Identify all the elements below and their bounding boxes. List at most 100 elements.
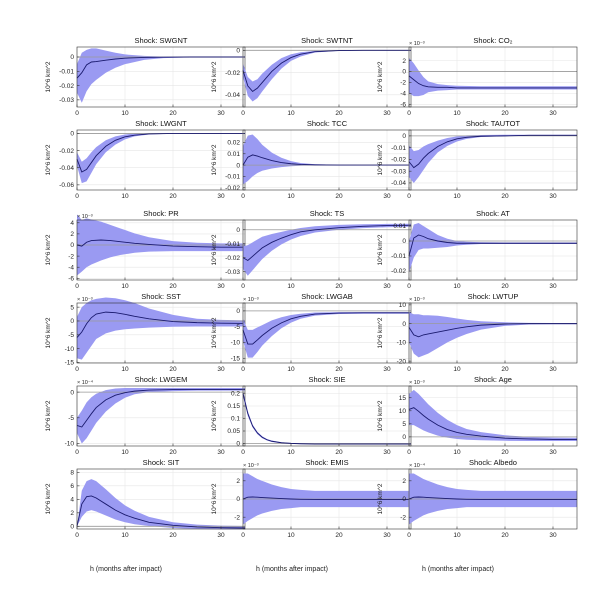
y-tick-label: -0.04: [225, 92, 240, 99]
x-tick-label: 30: [549, 449, 557, 456]
x-tick-label: 20: [501, 193, 509, 200]
y-tick-label: -5: [68, 332, 74, 339]
y-tick-label: 0.05: [227, 428, 240, 435]
y-axis-label: 10^6 km^2: [45, 144, 52, 175]
response-line: [408, 323, 577, 338]
y-tick-label: 0: [402, 133, 406, 140]
y-tick-label: -6: [68, 276, 74, 283]
y-axis-label: 10^6 km^2: [45, 317, 52, 348]
x-tick-label: 20: [501, 283, 509, 290]
y-tick-label: -15: [65, 360, 75, 367]
response-line: [242, 496, 411, 500]
y-tick-label: 0: [402, 238, 406, 245]
y-tick-label: 0: [70, 242, 74, 249]
y-tick-label: -2: [68, 253, 74, 260]
panel-title: Shock: CO₂: [473, 36, 512, 45]
confidence-band: [409, 312, 577, 358]
y-tick-label: 0: [70, 524, 74, 531]
x-tick-label: 10: [453, 532, 461, 539]
x-tick-label: 30: [217, 110, 225, 117]
axes-box: [408, 302, 578, 364]
y-tick-label: 0.01: [393, 223, 406, 230]
confidence-band: [77, 479, 245, 530]
panel-14: 0 10 20 30 0.2 0.15 0.1 0.05 0 Shock: SIE 10^6 km^…: [211, 375, 412, 456]
y-tick-label: -0.02: [391, 157, 406, 164]
x-tick-label: 20: [169, 449, 177, 456]
response-line: [242, 312, 411, 345]
y-tick-label: -5: [68, 415, 74, 422]
confidence-band: [243, 391, 411, 445]
y-tick-label: 0: [236, 48, 240, 55]
x-tick-label: 30: [383, 193, 391, 200]
axes-box: [76, 129, 246, 191]
y-exponent-label: × 10⁻⁴: [77, 379, 94, 386]
y-tick-label: -0.03: [225, 269, 240, 276]
y-tick-label: 0: [70, 318, 74, 325]
y-axis-label: 10^6 km^2: [45, 61, 52, 92]
x-tick-label: 10: [121, 283, 129, 290]
x-tick-label: 0: [407, 193, 411, 200]
response-line: [408, 496, 577, 500]
y-axis-label: 10^6 km^2: [377, 234, 384, 265]
x-tick-label: 10: [453, 449, 461, 456]
response-line: [242, 224, 412, 262]
x-tick-label: 0: [75, 449, 79, 456]
y-tick-label: 0: [236, 162, 240, 169]
y-tick-label: -0.02: [225, 70, 240, 77]
confidence-band: [409, 389, 577, 442]
panel-title: Shock: TCC: [307, 119, 348, 128]
y-tick-label: -0.02: [59, 148, 74, 155]
x-tick-label: 10: [287, 193, 295, 200]
axes-box: [76, 385, 246, 447]
panel-1: 0 10 20 30 0 -0.01 -0.02 -0.03 Shock: SWGNT 10^6 …: [45, 36, 246, 117]
y-axis-label: 10^6 km^2: [211, 144, 218, 175]
x-tick-label: 0: [75, 283, 79, 290]
y-axis-label: 10^6 km^2: [45, 234, 52, 265]
panel-13: 0 10 20 30 0 -5 -10 × 10⁻⁴ Shock: LWGEM 10^6 km^2: [45, 375, 246, 456]
y-axis-label: 10^6 km^2: [377, 483, 384, 514]
response-line: [408, 75, 577, 89]
y-tick-label: -10: [65, 441, 75, 448]
y-tick-label: 0: [402, 69, 406, 76]
x-tick-label: 30: [217, 366, 225, 373]
x-tick-label: 20: [335, 449, 343, 456]
y-tick-label: -4: [400, 91, 406, 98]
confidence-band: [243, 223, 411, 276]
y-tick-label: 10: [399, 408, 407, 415]
panel-9: 0 10 20 30 0.01 0 -0.01 -0.02 Shock: AT 10^6 km^2: [377, 209, 578, 290]
confidence-band: [409, 134, 577, 183]
x-tick-label: 30: [383, 532, 391, 539]
x-tick-label: 30: [217, 193, 225, 200]
x-tick-label: 30: [549, 110, 557, 117]
panel-title: Shock: AT: [476, 209, 510, 218]
response-line: [76, 495, 246, 529]
y-exponent-label: × 10⁻³: [409, 41, 425, 47]
panel-title: Shock: LWGNT: [135, 119, 187, 128]
panel-title: Shock: TAUTOT: [466, 119, 521, 128]
x-tick-label: 20: [501, 366, 509, 373]
x-tick-label: 20: [335, 193, 343, 200]
response-line: [76, 132, 245, 173]
x-tick-label: 30: [383, 283, 391, 290]
y-exponent-label: × 10⁻³: [77, 214, 93, 220]
x-tick-label: 10: [453, 193, 461, 200]
y-tick-label: -0.01: [391, 145, 406, 152]
y-tick-label: -10: [65, 346, 75, 353]
response-line: [76, 239, 245, 248]
x-tick-label: 10: [121, 366, 129, 373]
axes-box: [408, 129, 578, 191]
confidence-band: [77, 297, 245, 360]
y-tick-label: 2: [402, 478, 406, 485]
axes-box: [242, 385, 412, 447]
x-tick-label: 0: [75, 110, 79, 117]
y-tick-label: -0.01: [225, 174, 240, 181]
x-tick-label: 20: [501, 110, 509, 117]
x-tick-label: 10: [287, 110, 295, 117]
x-tick-label: 30: [217, 449, 225, 456]
x-tick-label: 10: [121, 532, 129, 539]
panel-title: Shock: SIT: [143, 458, 180, 467]
